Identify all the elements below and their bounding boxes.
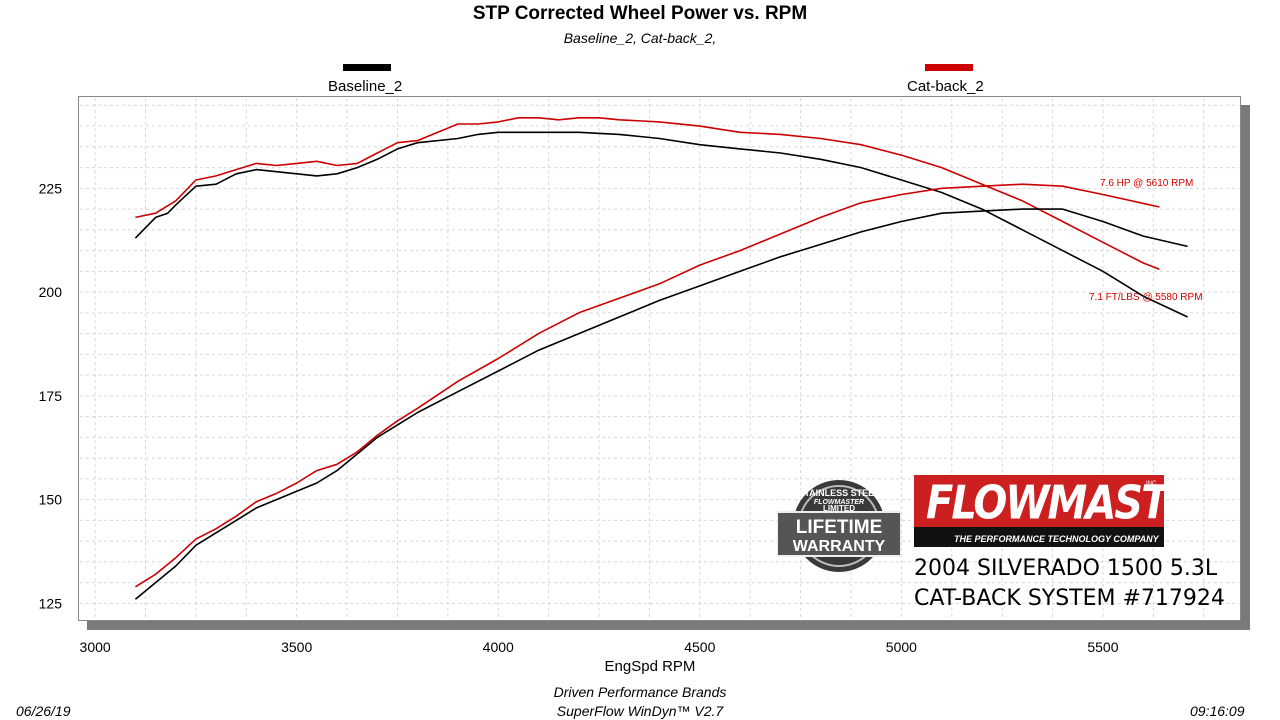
footer-date: 06/26/19 [16,703,71,719]
series-line-torque-catback [135,117,1160,271]
flowmaster-logo: FLOWMASTER INC. THE PERFORMANCE TECHNOLO… [914,475,1164,547]
series-lines [134,117,1188,600]
logo-text: FLOWMASTER [926,477,1164,530]
series-line-torque-baseline [134,131,1188,318]
x-tick-label: 4000 [483,639,514,655]
warranty-line2: WARRANTY [793,538,886,555]
legend-swatch-catback [925,64,973,71]
warranty-brand-text: FLOWMASTER [814,499,864,506]
logo-reg: INC. [1146,481,1158,487]
annotation-tq-gain: 7.1 FT/LBS @ 5580 RPM [1089,292,1203,303]
annotation-hp-gain: 7.6 HP @ 5610 RPM [1100,178,1193,189]
warranty-limited-text: LIMITED [823,504,855,513]
warranty-line1: LIFETIME [796,517,883,538]
y-tick-label: 225 [39,180,63,196]
y-tick-label: 175 [39,388,63,404]
x-tick-label: 4500 [684,639,715,655]
legend-label-baseline: Baseline_2 [328,78,403,95]
x-tick-label: 5500 [1087,639,1118,655]
footer-time: 09:16:09 [1190,703,1245,719]
lifetime-warranty-badge: STAINLESS STEEL FLOWMASTER LIMITED LIFET… [776,474,902,574]
footer-software: SuperFlow WinDyn™ V2.7 [556,703,724,719]
footer-company: Driven Performance Brands [553,684,727,700]
vehicle-label: 2004 SILVERADO 1500 5.3L [914,556,1218,581]
logo-bar [914,527,1164,547]
x-tick-label: 3500 [281,639,312,655]
system-label: CAT-BACK SYSTEM #717924 [914,586,1225,611]
legend-swatch-baseline [343,64,391,71]
chart-subtitle: Baseline_2, Cat-back_2, [563,30,717,46]
y-tick-label: 125 [39,595,63,611]
y-tick-label: 200 [39,284,63,300]
y-tick-label: 150 [39,492,63,508]
x-axis-label: EngSpd RPM [604,658,696,675]
chart-title: STP Corrected Wheel Power vs. RPM [472,3,808,24]
legend-label-catback: Cat-back_2 [907,78,984,95]
series-line-horsepower-baseline [134,208,1188,600]
grid-lines [80,98,1239,619]
warranty-top-text: STAINLESS STEEL [798,488,880,498]
series-line-horsepower-catback [134,183,1160,588]
logo-tagline: THE PERFORMANCE TECHNOLOGY COMPANY [954,534,1159,544]
x-tick-label: 5000 [886,639,917,655]
x-tick-label: 3000 [80,639,111,655]
tick-labels: 3000 3500 4000 4500 5000 5500 125 150 175 200 225 [39,180,1119,655]
